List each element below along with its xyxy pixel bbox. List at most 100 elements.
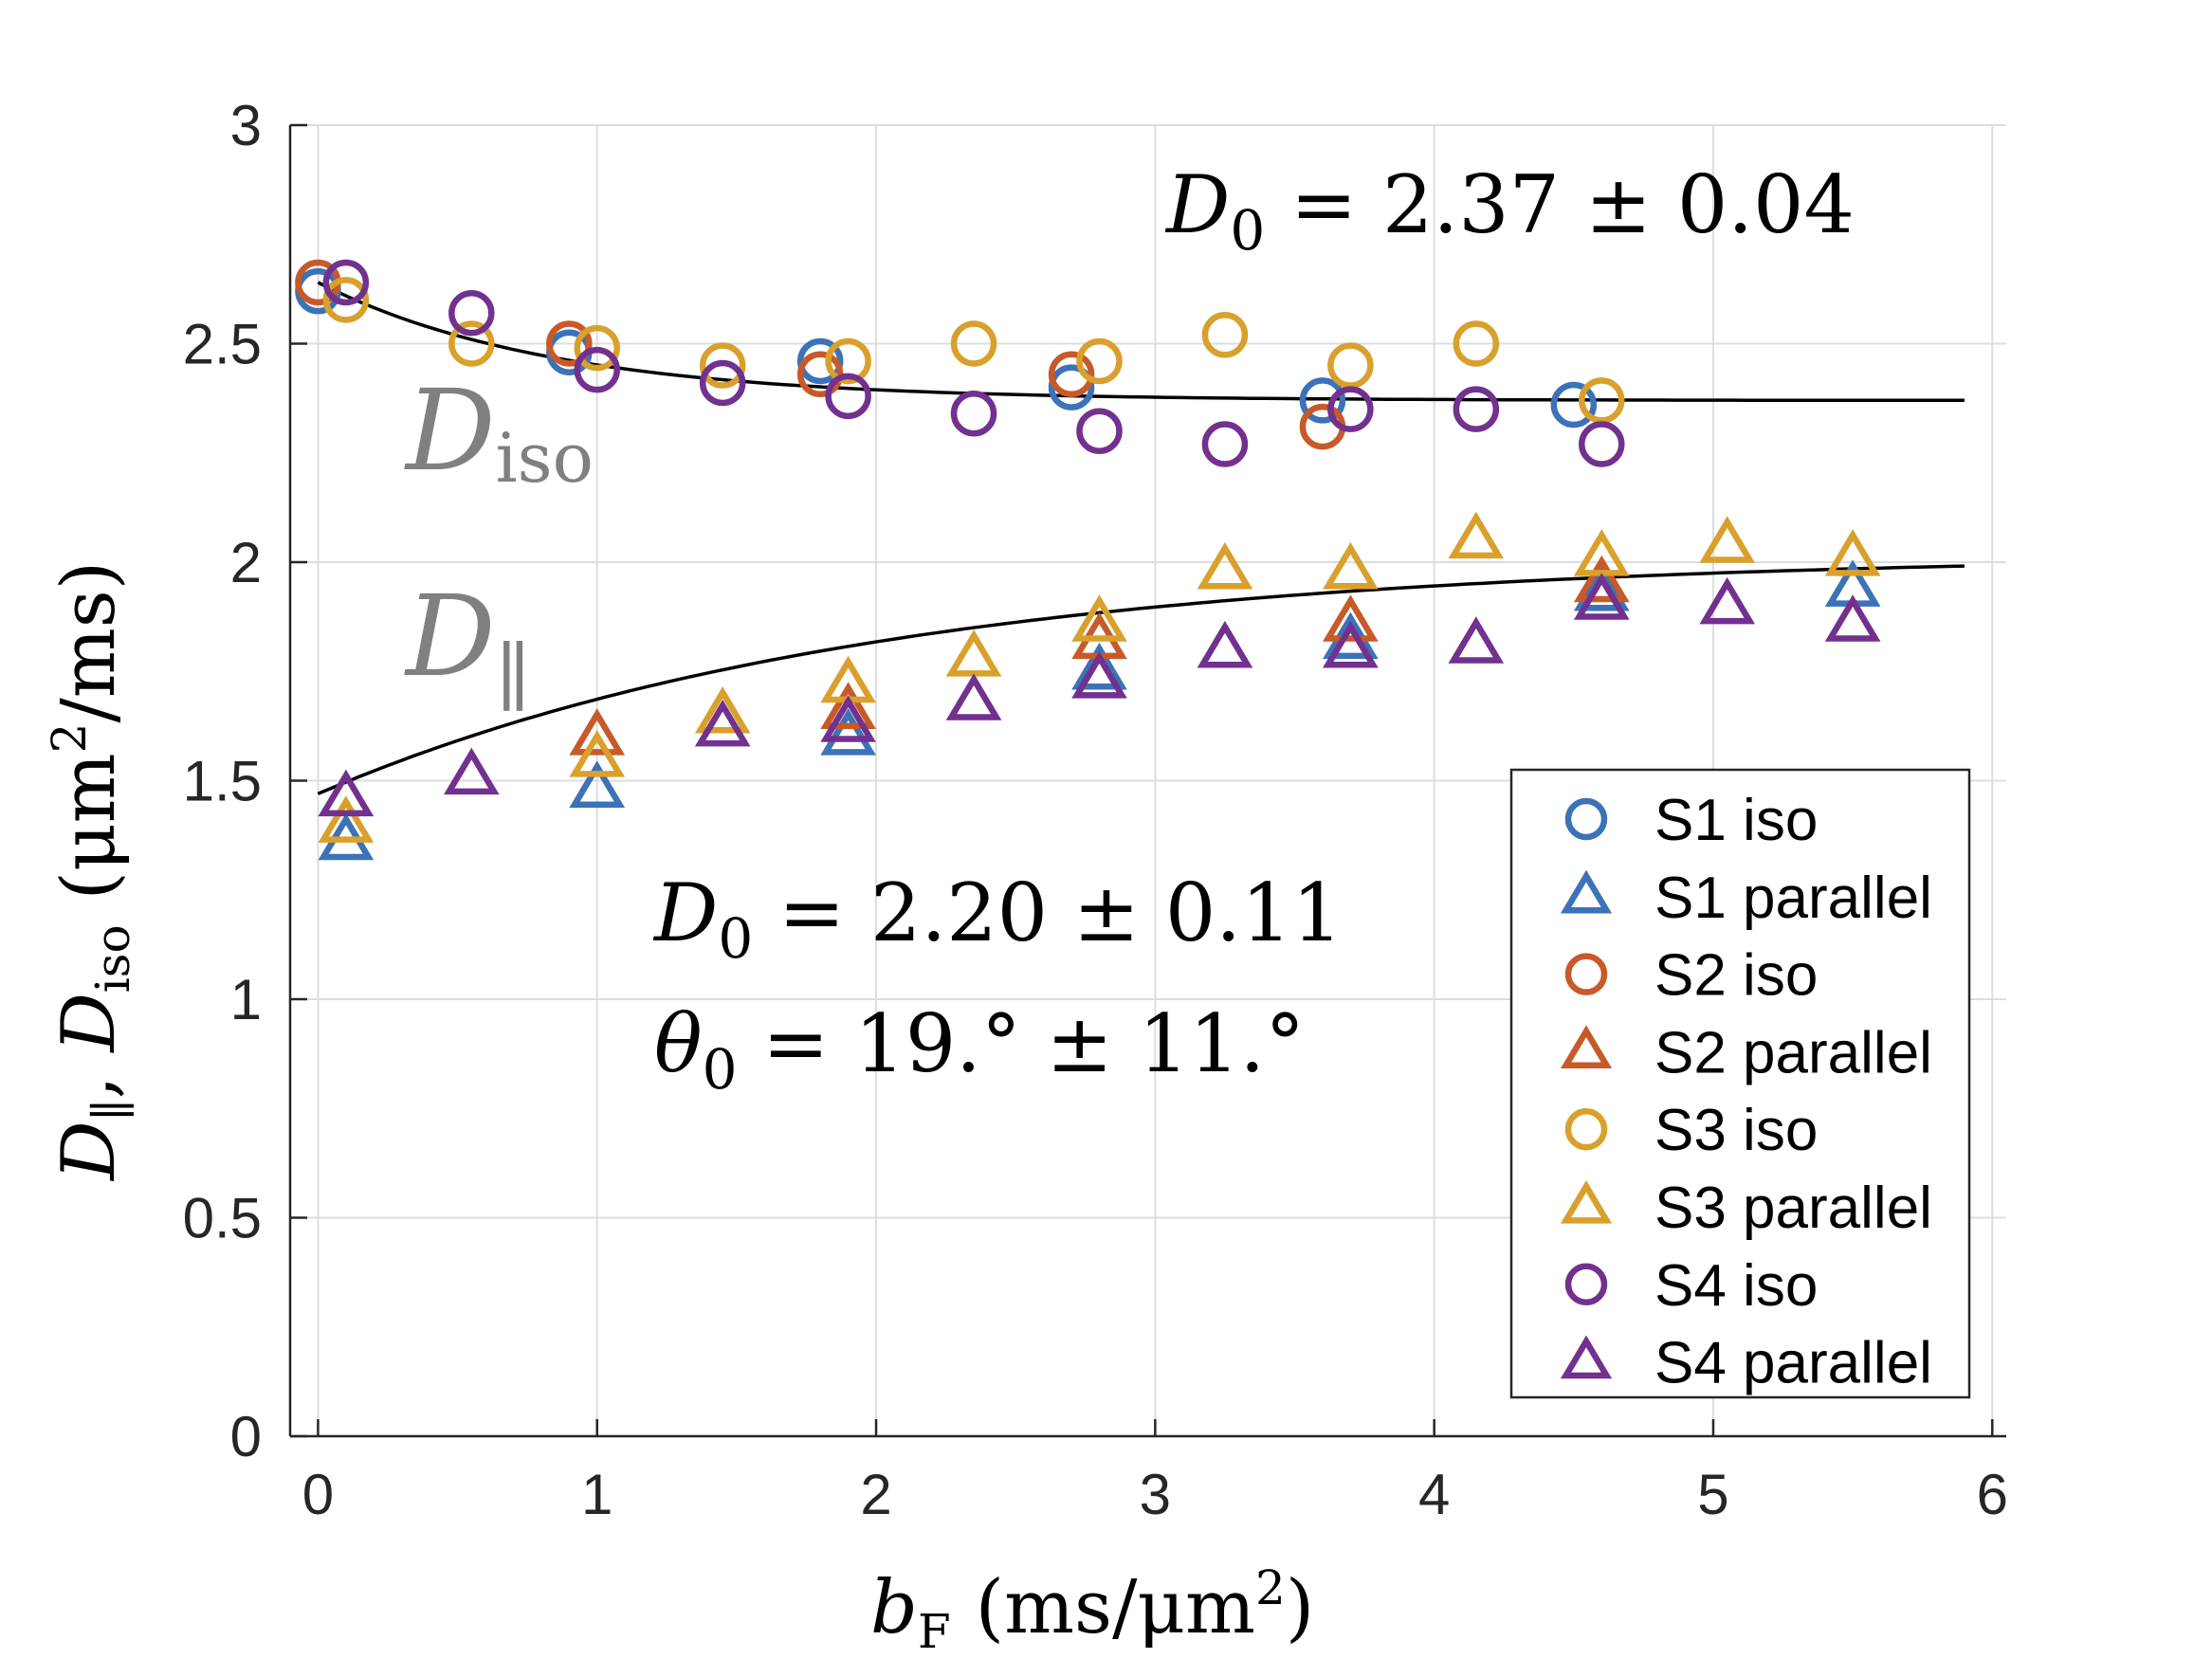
y-tick-label: 2.5: [183, 313, 262, 376]
x-tick-label: 5: [1697, 1463, 1728, 1526]
data-point: [322, 277, 370, 323]
fit-curve: [317, 281, 1965, 403]
data-point: [1699, 576, 1755, 625]
data-point: [1076, 337, 1123, 385]
legend-label: S3 parallel: [1654, 1176, 1932, 1241]
data-point: [1448, 616, 1505, 664]
data-point: [1327, 342, 1374, 389]
data-point: [1453, 320, 1500, 367]
label-d-parallel: D∥: [404, 571, 531, 721]
data-point: [444, 747, 500, 795]
legend-marker: [1564, 953, 1608, 995]
axes: 0 1 2 3 4 5 6 0 0.5 1 1.5 2 2.5 3: [183, 94, 2008, 1526]
data-point: [825, 373, 871, 420]
data-point: [569, 708, 626, 756]
data-point: [1201, 312, 1249, 358]
x-tick-label: 2: [860, 1463, 891, 1526]
annotation-theta0: θ0 = 19.° ± 11.°: [654, 997, 1305, 1102]
y-tick-label: 1.5: [183, 750, 262, 813]
data-point: [1573, 563, 1630, 611]
data-point: [546, 320, 593, 367]
data-point: [569, 760, 626, 808]
data-point: [1197, 620, 1253, 668]
data-point: [950, 320, 997, 367]
x-tick-label: 4: [1418, 1463, 1450, 1526]
legend-label: S2 iso: [1654, 943, 1818, 1009]
data-point: [950, 391, 997, 437]
data-point: [1579, 377, 1625, 424]
y-tick-label: 0.5: [183, 1187, 262, 1250]
legend: S1 iso S1 parallel S2 iso S2 parallel S3 iso…: [1509, 768, 1971, 1399]
data-point: [699, 359, 746, 407]
data-point: [1824, 594, 1881, 642]
data-point: [796, 337, 844, 385]
data-point: [820, 682, 876, 729]
data-point: [318, 795, 375, 843]
data-point: [699, 342, 746, 389]
data-point: [448, 289, 495, 337]
label-d-iso: Diso: [404, 365, 594, 498]
legend-label: S2 parallel: [1654, 1020, 1932, 1085]
data-point: [1322, 620, 1379, 668]
legend-label: S1 parallel: [1654, 866, 1932, 931]
y-axis-label: D∥, Diso(μm2/ms): [42, 561, 140, 1182]
x-tick-label: 1: [581, 1463, 612, 1526]
legend-marker: [1564, 1107, 1608, 1151]
legend-marker: [1564, 797, 1608, 841]
data-point: [1197, 541, 1253, 590]
legend-marker: [1564, 1263, 1608, 1306]
data-point: [1071, 651, 1127, 699]
data-point: [945, 673, 1002, 720]
data-point: [1699, 516, 1755, 563]
legend-marker: [1560, 869, 1613, 914]
legend-label: S3 iso: [1654, 1098, 1818, 1163]
data-point: [1071, 594, 1127, 642]
data-point: [318, 769, 375, 817]
data-point: [1573, 573, 1630, 620]
data-point: [322, 259, 370, 306]
legend-label: S4 parallel: [1654, 1331, 1932, 1396]
data-point: [1299, 377, 1346, 424]
data-point: [825, 337, 871, 385]
data-points: [295, 259, 1881, 861]
data-point: [1327, 386, 1374, 432]
data-point: [448, 320, 495, 367]
data-point: [1322, 541, 1379, 590]
legend-marker: [1560, 1025, 1613, 1069]
y-tick-label: 1: [230, 968, 262, 1031]
y-tick-label: 3: [230, 94, 262, 157]
x-tick-label: 3: [1140, 1463, 1171, 1526]
data-point: [820, 695, 876, 742]
annotation-d0-parallel: D0 = 2.20 ± 0.11: [652, 866, 1343, 971]
data-point: [1550, 381, 1598, 428]
data-point: [569, 730, 626, 777]
data-point: [820, 708, 876, 756]
data-point: [1071, 642, 1127, 690]
data-point: [1076, 408, 1123, 454]
data-point: [574, 324, 620, 372]
y-tick-label: 0: [230, 1405, 262, 1468]
data-point: [1048, 364, 1095, 410]
data-point: [694, 686, 751, 734]
legend-label: S4 iso: [1654, 1253, 1818, 1319]
x-tick-label: 6: [1977, 1463, 2008, 1526]
data-point: [1448, 511, 1505, 559]
x-tick-label: 0: [302, 1463, 334, 1526]
legend-label: S1 iso: [1654, 788, 1818, 853]
annotation-d0-iso: D0 = 2.37 ± 0.04: [1164, 158, 1855, 263]
data-point: [1453, 386, 1500, 432]
data-point: [1201, 421, 1249, 467]
y-tick-label: 2: [230, 531, 262, 594]
data-point: [1048, 351, 1095, 398]
data-point: [1579, 421, 1625, 467]
data-point: [574, 346, 620, 393]
data-point: [694, 699, 751, 747]
fit-curve: [317, 564, 1965, 795]
x-axis-label: bF (ms/μm2): [870, 1560, 1314, 1659]
legend-marker: [1560, 1335, 1613, 1379]
legend-marker: [1560, 1179, 1613, 1224]
fit-curves: [317, 281, 1965, 795]
data-point: [796, 351, 844, 398]
data-point: [1322, 594, 1379, 642]
